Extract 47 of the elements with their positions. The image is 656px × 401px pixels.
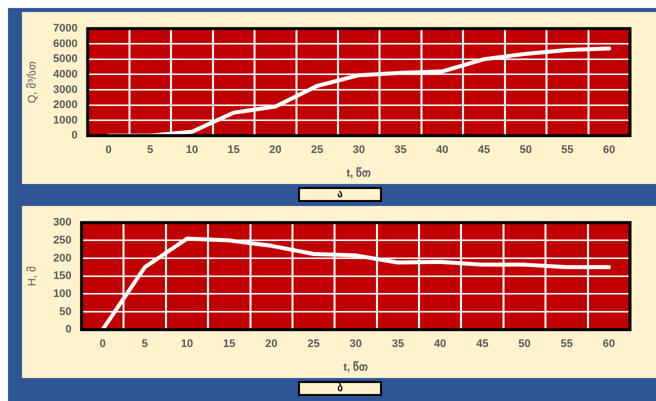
text: ბ — [298, 381, 382, 396]
y-tick-label: 50 — [59, 306, 72, 318]
y-tick-label: 300 — [53, 216, 72, 229]
text: ა — [298, 187, 382, 202]
x-tick-label: 40 — [436, 144, 448, 156]
y-tick-label: 0 — [65, 324, 72, 336]
x-tick-label: 25 — [310, 144, 324, 156]
y-tick-label: 3000 — [53, 84, 78, 96]
x-tick-label: 55 — [560, 338, 573, 350]
x-tick-label: 20 — [265, 338, 278, 350]
y-tick-label: 2000 — [53, 99, 78, 112]
x-tick-label: 30 — [352, 144, 365, 156]
y-tick-label: 250 — [53, 234, 72, 246]
x-tick-label: 5 — [142, 338, 148, 350]
x-tick-label: 55 — [561, 144, 574, 156]
x-tick-label: 15 — [223, 338, 236, 350]
x-tick-label: 15 — [228, 144, 240, 156]
x-tick-label: 25 — [307, 338, 320, 350]
y-tick-label: 150 — [53, 270, 72, 282]
x-tick-label: 0 — [100, 338, 106, 350]
x-tick-label: 10 — [186, 144, 198, 156]
x-tick-label: 45 — [476, 338, 488, 350]
x-tick-label: 50 — [520, 144, 532, 156]
y-tick-label: 7000 — [53, 22, 78, 35]
x-tick-label: 5 — [147, 144, 154, 156]
y-axis-title: Q, მ³/სთ — [26, 60, 39, 104]
y-tick-label: 100 — [53, 288, 72, 300]
x-tick-label: 35 — [394, 144, 407, 156]
x-tick-label: 30 — [350, 338, 362, 350]
x-axis-title: t, წთ — [343, 360, 368, 374]
y-tick-label: 6000 — [53, 38, 78, 50]
x-tick-label: 50 — [518, 338, 531, 350]
y-tick-label: 4000 — [53, 68, 78, 80]
x-tick-label: 60 — [603, 144, 616, 156]
x-tick-label: 20 — [269, 144, 282, 156]
x-tick-label: 40 — [434, 338, 446, 350]
x-tick-label: 35 — [392, 338, 404, 350]
x-axis-title: t, წთ — [346, 166, 372, 180]
y-tick-label: 1000 — [53, 114, 78, 126]
x-tick-label: 0 — [105, 144, 112, 156]
x-tick-label: 10 — [180, 338, 194, 350]
y-tick-label: 5000 — [53, 53, 78, 66]
x-tick-label: 45 — [478, 144, 490, 156]
y-axis-title: H, მ — [26, 266, 39, 286]
y-tick-label: 200 — [53, 252, 72, 264]
y-tick-label: 0 — [72, 130, 78, 142]
x-tick-label: 60 — [602, 338, 616, 350]
